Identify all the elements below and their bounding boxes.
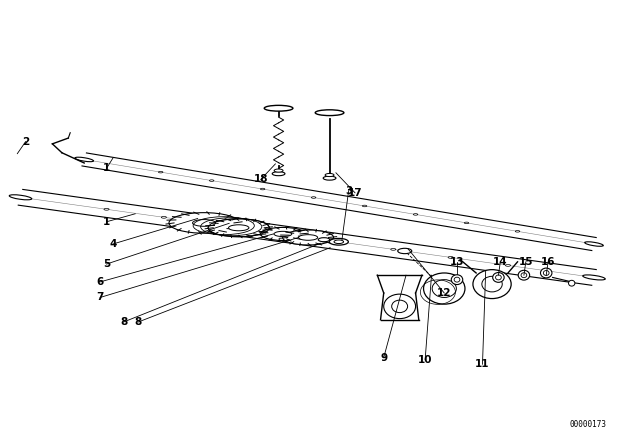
Ellipse shape (272, 172, 285, 176)
Ellipse shape (451, 275, 463, 284)
Ellipse shape (228, 225, 249, 231)
Ellipse shape (543, 271, 549, 276)
Text: 6: 6 (97, 277, 104, 287)
Ellipse shape (333, 241, 339, 242)
Ellipse shape (473, 270, 511, 298)
Ellipse shape (482, 276, 502, 292)
Ellipse shape (329, 238, 348, 245)
Ellipse shape (104, 208, 109, 210)
Text: 00000173: 00000173 (570, 420, 607, 429)
Ellipse shape (219, 224, 224, 226)
Ellipse shape (424, 273, 465, 304)
Ellipse shape (384, 294, 415, 319)
Ellipse shape (454, 277, 460, 282)
Ellipse shape (283, 230, 333, 245)
Ellipse shape (518, 270, 530, 280)
Text: 9: 9 (380, 353, 387, 362)
Ellipse shape (506, 264, 511, 266)
Text: 5: 5 (103, 259, 110, 269)
Ellipse shape (325, 173, 334, 177)
Ellipse shape (540, 268, 552, 278)
Ellipse shape (397, 248, 412, 254)
Ellipse shape (264, 105, 293, 111)
Polygon shape (19, 190, 596, 285)
Ellipse shape (413, 214, 418, 215)
Ellipse shape (448, 257, 453, 258)
Ellipse shape (326, 239, 340, 243)
Text: 13: 13 (450, 257, 464, 267)
Ellipse shape (260, 188, 265, 190)
Ellipse shape (75, 157, 93, 162)
Ellipse shape (432, 280, 456, 297)
Text: 3: 3 (345, 185, 352, 196)
Text: 15: 15 (518, 257, 533, 267)
Ellipse shape (9, 195, 32, 200)
Text: 2: 2 (22, 137, 29, 146)
Ellipse shape (274, 231, 292, 237)
Text: 1: 1 (103, 217, 110, 227)
Ellipse shape (568, 280, 575, 286)
Ellipse shape (260, 228, 305, 241)
Ellipse shape (585, 242, 604, 246)
Ellipse shape (169, 213, 239, 233)
Text: 11: 11 (476, 359, 490, 369)
Text: 7: 7 (97, 293, 104, 302)
Polygon shape (82, 153, 596, 250)
Ellipse shape (208, 219, 269, 237)
Text: 18: 18 (253, 174, 268, 185)
Text: 14: 14 (493, 257, 508, 267)
Text: 8: 8 (135, 317, 142, 327)
Text: 17: 17 (348, 188, 362, 198)
Ellipse shape (298, 235, 317, 240)
Ellipse shape (318, 238, 330, 242)
Ellipse shape (583, 275, 605, 280)
Ellipse shape (159, 171, 163, 173)
Text: 4: 4 (109, 239, 116, 249)
Text: 10: 10 (418, 355, 433, 365)
Ellipse shape (323, 176, 336, 180)
Ellipse shape (493, 272, 504, 282)
Ellipse shape (312, 197, 316, 198)
Ellipse shape (391, 249, 396, 250)
Ellipse shape (276, 233, 281, 234)
Ellipse shape (515, 231, 520, 232)
Ellipse shape (521, 273, 527, 278)
Ellipse shape (495, 275, 501, 280)
Ellipse shape (392, 300, 408, 313)
Ellipse shape (161, 216, 166, 218)
Text: 16: 16 (541, 257, 556, 267)
Ellipse shape (334, 240, 344, 244)
Text: 1: 1 (103, 164, 110, 173)
Text: 12: 12 (437, 288, 451, 298)
Ellipse shape (316, 110, 344, 116)
Ellipse shape (362, 205, 367, 207)
Text: 8: 8 (120, 317, 127, 327)
Ellipse shape (209, 180, 214, 181)
Ellipse shape (193, 220, 216, 226)
Ellipse shape (465, 222, 468, 224)
Ellipse shape (274, 169, 283, 172)
